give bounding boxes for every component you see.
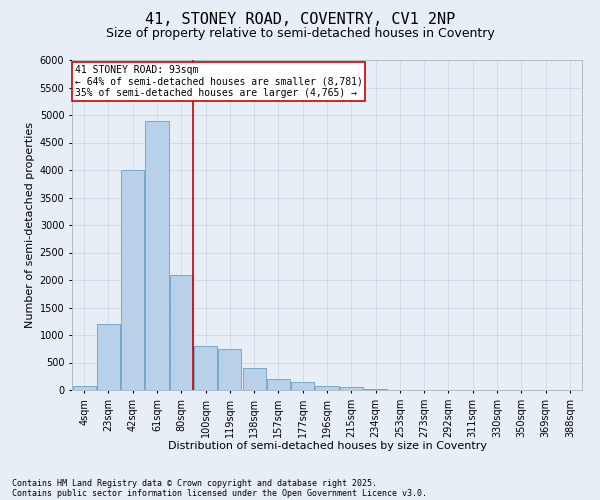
- Bar: [194, 346, 217, 390]
- Text: Size of property relative to semi-detached houses in Coventry: Size of property relative to semi-detach…: [106, 28, 494, 40]
- Text: Contains public sector information licensed under the Open Government Licence v3: Contains public sector information licen…: [12, 488, 427, 498]
- X-axis label: Distribution of semi-detached houses by size in Coventry: Distribution of semi-detached houses by …: [167, 441, 487, 451]
- Bar: [316, 386, 338, 390]
- Bar: [267, 379, 290, 390]
- Text: Contains HM Land Registry data © Crown copyright and database right 2025.: Contains HM Land Registry data © Crown c…: [12, 478, 377, 488]
- Text: 41, STONEY ROAD, COVENTRY, CV1 2NP: 41, STONEY ROAD, COVENTRY, CV1 2NP: [145, 12, 455, 28]
- Bar: [145, 120, 169, 390]
- Y-axis label: Number of semi-detached properties: Number of semi-detached properties: [25, 122, 35, 328]
- Bar: [340, 387, 363, 390]
- Bar: [218, 349, 241, 390]
- Text: 41 STONEY ROAD: 93sqm
← 64% of semi-detached houses are smaller (8,781)
35% of s: 41 STONEY ROAD: 93sqm ← 64% of semi-deta…: [74, 65, 362, 98]
- Bar: [170, 274, 193, 390]
- Bar: [121, 170, 144, 390]
- Bar: [73, 386, 95, 390]
- Bar: [291, 382, 314, 390]
- Bar: [242, 368, 266, 390]
- Bar: [97, 324, 120, 390]
